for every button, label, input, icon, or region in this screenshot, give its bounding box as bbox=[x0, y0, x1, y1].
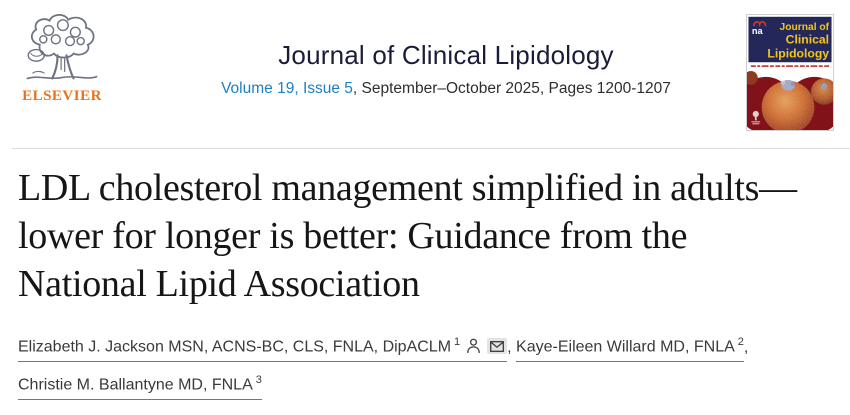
issue-details-text: , September–October 2025, Pages 1200-120… bbox=[352, 80, 671, 97]
author-separator: , bbox=[743, 338, 749, 356]
author-link-1[interactable]: Elizabeth J. Jackson MSN, ACNS-BC, CLS, … bbox=[18, 335, 508, 363]
author-link-3[interactable]: Christie M. Ballantyne MD, FNLA 3 bbox=[18, 373, 262, 401]
header-divider bbox=[12, 148, 850, 149]
nla-heart-icon bbox=[752, 21, 767, 28]
author-name: Christie M. Ballantyne MD, FNLA bbox=[18, 376, 253, 394]
article-title: LDL cholesterol management simplified in… bbox=[18, 167, 797, 305]
author-list: Elizabeth J. Jackson MSN, ACNS-BC, CLS, … bbox=[18, 329, 832, 404]
author-link-2[interactable]: Kaye-Eileen Willard MD, FNLA 2 bbox=[516, 335, 744, 363]
cover-masthead-line1: Journal of bbox=[780, 22, 830, 33]
correspondence-envelope-icon bbox=[487, 337, 508, 354]
author-affiliation-superscript: 3 bbox=[255, 373, 262, 386]
elsevier-tree-icon bbox=[16, 14, 108, 86]
author-name: Elizabeth J. Jackson MSN, ACNS-BC, CLS, … bbox=[18, 338, 452, 356]
person-icon bbox=[467, 338, 481, 353]
author-separator: , bbox=[507, 338, 517, 356]
elsevier-logo[interactable]: ELSEVIER bbox=[16, 14, 108, 105]
cover-elsevier-mark bbox=[751, 110, 761, 125]
cover-masthead-line2: Clinical bbox=[786, 33, 829, 47]
volume-issue-link[interactable]: Volume 19, Issue 5 bbox=[221, 80, 353, 97]
cover-masthead-band bbox=[748, 16, 832, 63]
issue-line: Volume 19, Issue 5, September–October 20… bbox=[146, 80, 746, 98]
author-affiliation-superscript: 2 bbox=[737, 336, 744, 349]
author-icons bbox=[466, 337, 508, 354]
journal-title-link[interactable]: Journal of Clinical Lipidology bbox=[278, 40, 614, 70]
author-name: Kaye-Eileen Willard MD, FNLA bbox=[516, 338, 735, 356]
nla-logo-text: na bbox=[752, 26, 764, 36]
journal-cover-thumbnail[interactable]: Journal of Clinical Lipidology na bbox=[746, 14, 834, 131]
elsevier-wordmark: ELSEVIER bbox=[22, 88, 102, 104]
author-affiliation-superscript: 1 bbox=[454, 336, 461, 349]
journal-banner: ELSEVIER Journal of Clinical Lipidology … bbox=[0, 0, 850, 148]
banner-center: Journal of Clinical Lipidology Volume 19… bbox=[146, 14, 746, 98]
cover-masthead-line3: Lipidology bbox=[767, 46, 829, 60]
